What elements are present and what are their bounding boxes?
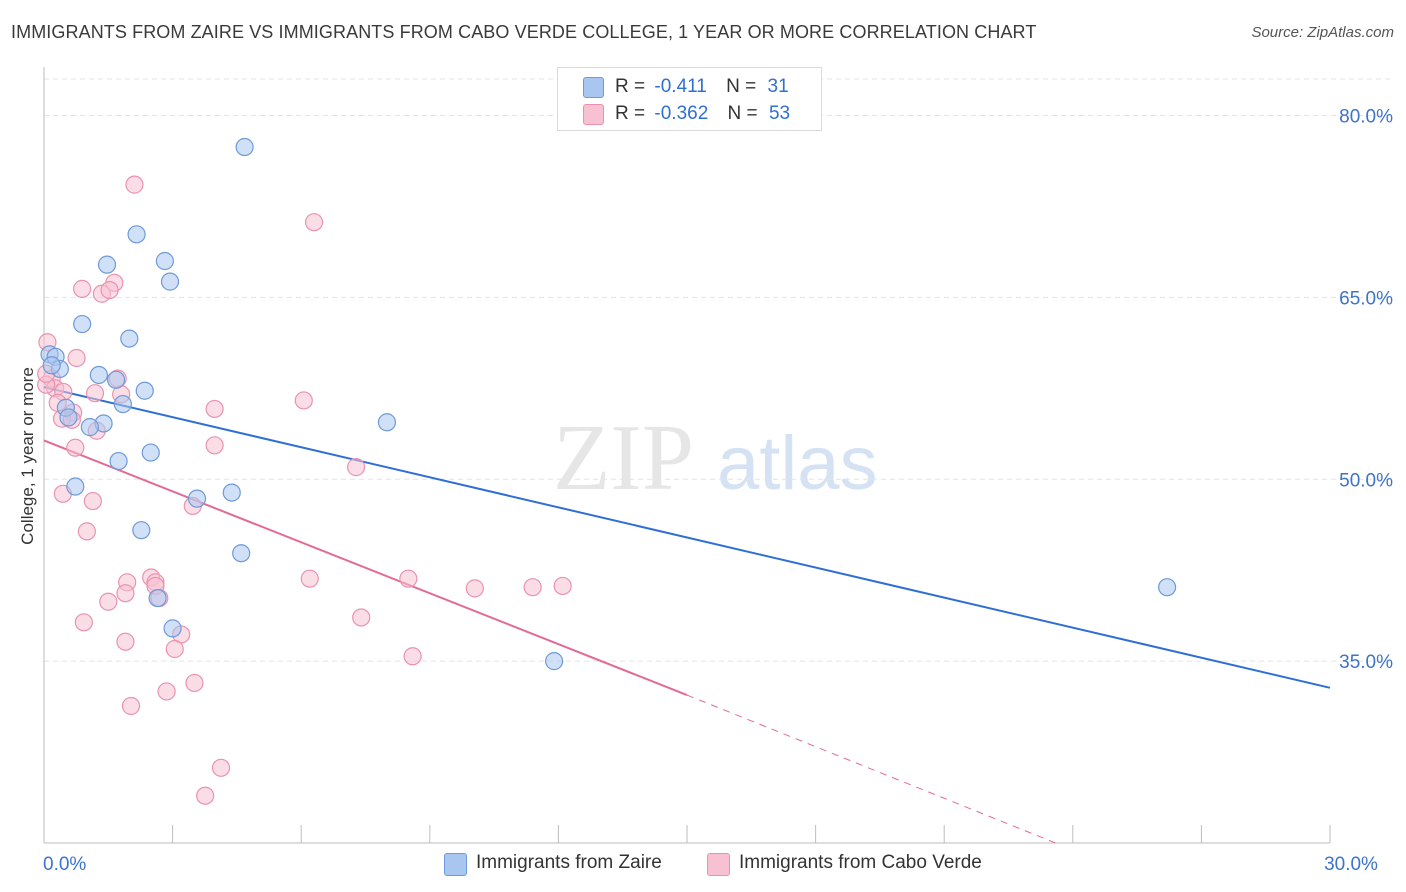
zaire-n-label: N = <box>726 76 757 97</box>
cabo-verde-point <box>300 569 319 588</box>
source-label: Source: ZipAtlas.com <box>1251 24 1394 41</box>
cabo-verde-point <box>99 592 118 611</box>
cabo-verde-point <box>346 458 366 477</box>
zaire-point <box>132 521 151 540</box>
cabo-verde-point <box>185 673 204 693</box>
chart-title: IMMIGRANTS FROM ZAIRE VS IMMIGRANTS FROM… <box>11 22 1037 42</box>
zaire-point <box>141 443 160 462</box>
cabo-swatch <box>583 104 604 125</box>
zaire-point <box>73 314 92 334</box>
zaire-trend-line <box>43 386 1331 689</box>
cabo-verde-point <box>100 281 119 300</box>
zaire-point <box>66 477 85 496</box>
cabo-verde-point <box>205 399 224 419</box>
cabo-verde-point <box>553 576 572 596</box>
zaire-point <box>135 381 154 400</box>
axes <box>43 67 1331 844</box>
cabo-n-label: N = <box>727 103 758 124</box>
x-tick-label: 30.0% <box>1324 854 1378 875</box>
zaire-point <box>109 451 128 471</box>
cabo-verde-point <box>165 639 184 659</box>
cabo-verde-point <box>465 579 484 598</box>
cabo-verde-point <box>116 632 135 651</box>
y-tick-label: 50.0% <box>1339 470 1393 491</box>
zaire-point <box>113 394 132 414</box>
zaire-r-label: R = <box>615 76 646 97</box>
grid <box>44 78 1394 662</box>
cabo-verde-point <box>352 608 371 627</box>
bottom-cabo-swatch <box>707 853 730 876</box>
cabo-n-value: 53 <box>768 103 791 124</box>
zaire-point <box>545 652 564 671</box>
cabo-verde-point <box>196 786 215 805</box>
y-tick-label: 35.0% <box>1339 652 1393 673</box>
cabo-verde-point <box>399 569 418 588</box>
data-points <box>37 137 1177 805</box>
zaire-n-value: 31 <box>767 76 789 97</box>
zaire-point <box>163 619 182 638</box>
cabo-verde-point <box>73 279 92 298</box>
cabo-verde-point <box>121 696 141 716</box>
zaire-point <box>148 588 167 608</box>
cabo-verde-point <box>294 391 313 410</box>
cabo-verde-point <box>523 578 542 597</box>
zaire-point <box>155 251 174 271</box>
zaire-point <box>120 329 139 348</box>
cabo-verde-trend-line-extrapolated <box>686 694 1056 844</box>
bottom-zaire-label: Immigrants from Zaire <box>476 852 662 873</box>
cabo-verde-point <box>211 758 231 777</box>
cabo-r-label: R = <box>615 103 646 124</box>
trend-lines <box>43 386 1331 844</box>
zaire-point <box>97 255 117 274</box>
bottom-cabo-label: Immigrants from Cabo Verde <box>739 852 982 873</box>
zaire-point <box>187 489 207 508</box>
bottom-zaire-swatch <box>444 853 467 876</box>
y-tick-label: 80.0% <box>1339 107 1393 128</box>
cabo-verde-trend-line <box>43 439 688 697</box>
cabo-verde-point <box>157 682 176 701</box>
watermark-zip: ZIP <box>553 406 694 510</box>
cabo-verde-point <box>67 348 86 368</box>
zaire-swatch <box>583 77 604 98</box>
zaire-point <box>106 370 126 389</box>
cabo-verde-point <box>66 438 85 457</box>
zaire-point <box>235 137 254 157</box>
x-tick-labels: 0.0% 30.0% <box>43 854 1378 875</box>
watermark-atlas: atlas <box>717 421 878 506</box>
stats-legend: R = -0.411 N = 31 R = -0.362 N = 53 <box>557 67 822 131</box>
zaire-point <box>127 225 146 244</box>
cabo-verde-point <box>85 384 105 403</box>
zaire-point <box>232 544 251 563</box>
zaire-point <box>59 408 78 427</box>
cabo-verde-point <box>304 213 324 232</box>
cabo-verde-point <box>116 584 135 603</box>
zaire-point <box>160 272 180 291</box>
zaire-point <box>80 418 99 437</box>
x-tick-label: 0.0% <box>43 854 86 875</box>
cabo-verde-point <box>77 522 96 541</box>
y-tick-label: 65.0% <box>1339 288 1393 309</box>
y-tick-labels: 80.0% 65.0% 50.0% 35.0% <box>1339 107 1393 674</box>
cabo-verde-point <box>74 613 93 632</box>
cabo-verde-point <box>205 436 224 455</box>
zaire-point <box>1158 578 1177 597</box>
zaire-r-value: -0.411 <box>654 76 707 97</box>
zaire-point <box>89 365 108 385</box>
zaire-point <box>222 483 241 502</box>
cabo-verde-point <box>83 491 102 511</box>
cabo-r-value: -0.362 <box>654 103 709 124</box>
cabo-verde-point <box>125 175 144 194</box>
zaire-point <box>377 413 397 432</box>
zaire-point <box>42 356 61 375</box>
watermark: ZIP atlas <box>553 406 878 510</box>
cabo-verde-point <box>403 647 422 666</box>
